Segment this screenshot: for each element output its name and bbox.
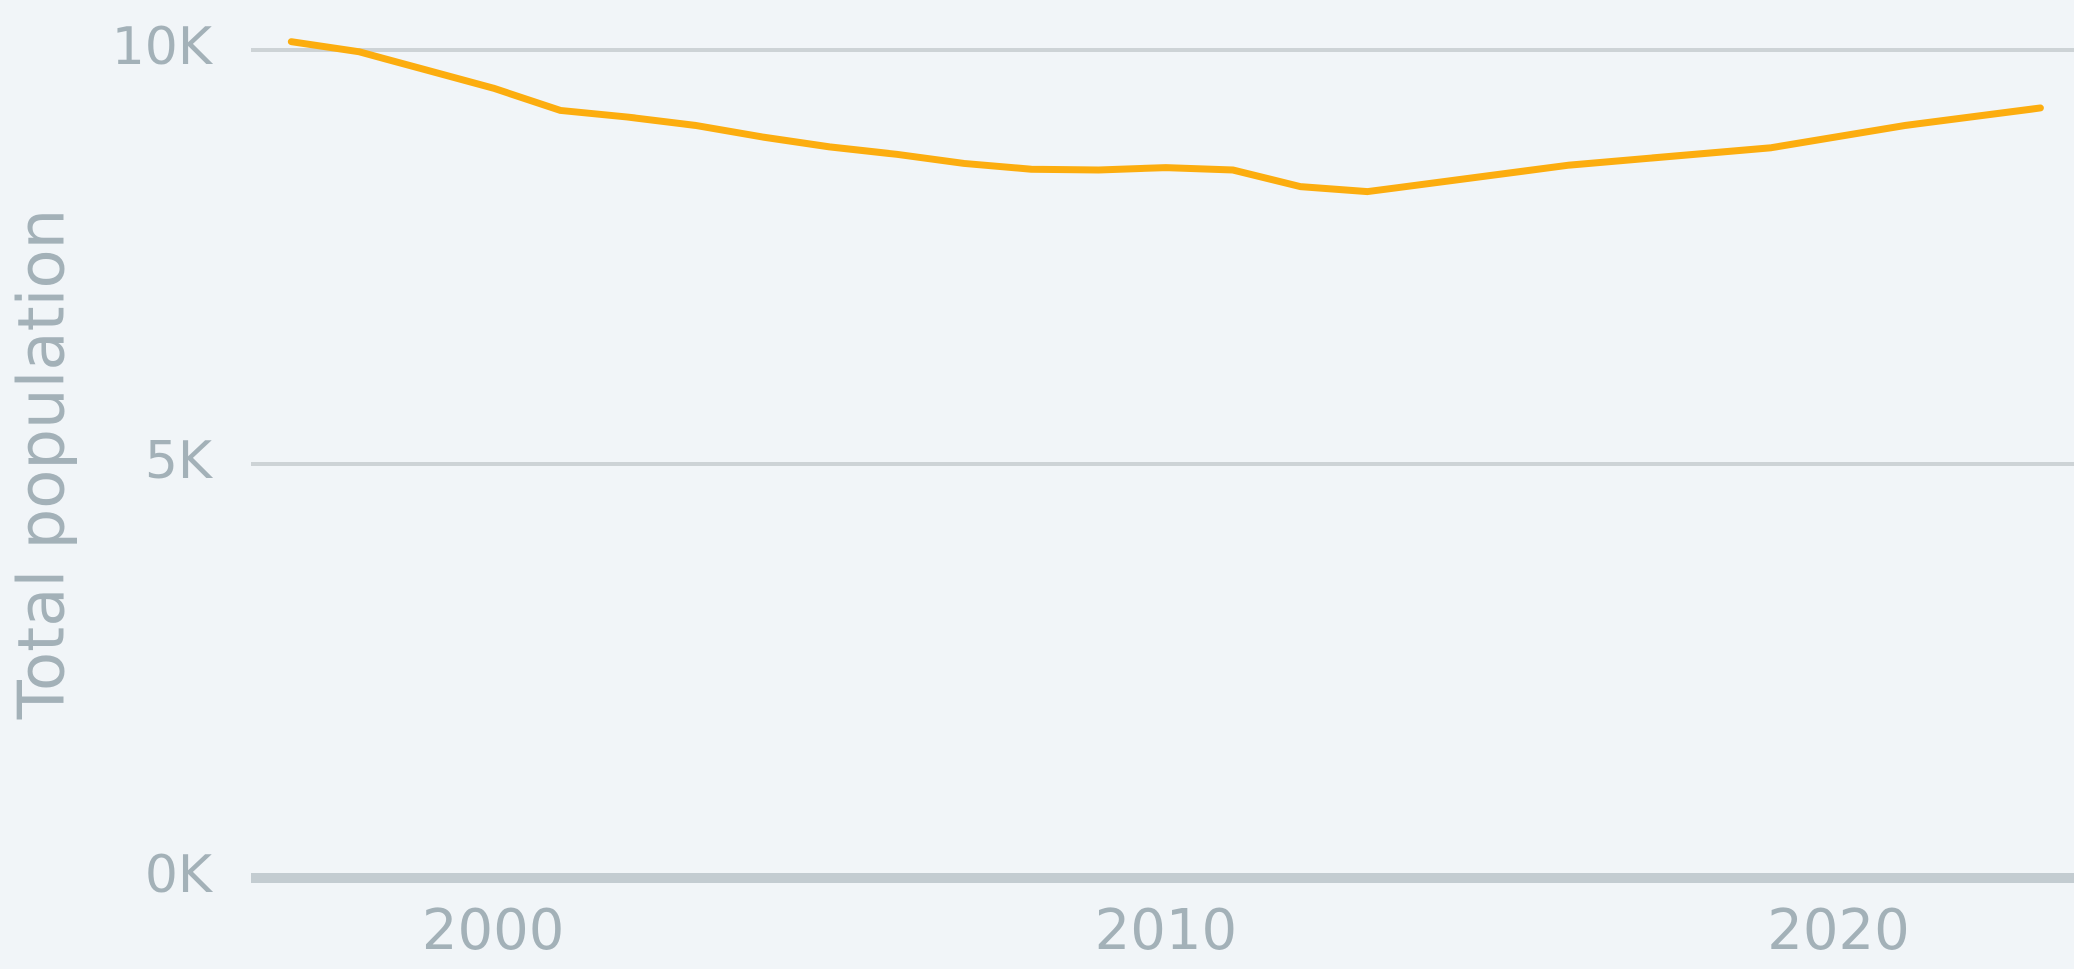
x-tick-label: 2020 bbox=[1767, 898, 1910, 963]
y-axis-label: Total population bbox=[6, 209, 80, 720]
y-tick-label: 10K bbox=[112, 17, 214, 77]
series-line bbox=[287, 38, 2044, 196]
y-tick-label: 5K bbox=[145, 431, 214, 491]
x-tick-label: 2000 bbox=[422, 898, 565, 963]
y-tick-label: 0K bbox=[145, 845, 214, 905]
x-tick-label: 2010 bbox=[1095, 898, 1238, 963]
